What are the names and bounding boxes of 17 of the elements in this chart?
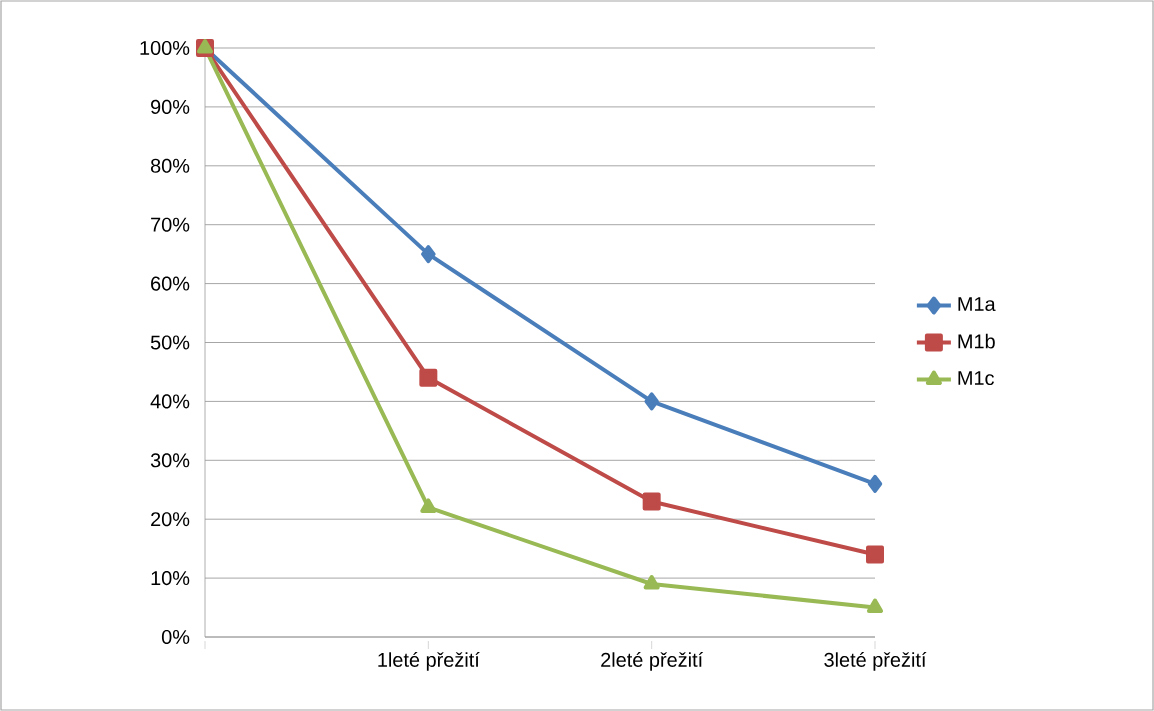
y-tick-label: 10% bbox=[151, 571, 190, 586]
x-tick-label: 1leté přežití bbox=[378, 652, 480, 671]
y-tick-label: 80% bbox=[150, 158, 190, 173]
y-tick-label: 90% bbox=[151, 99, 190, 114]
legend-label: M1a bbox=[958, 297, 996, 312]
legend-label: M1c bbox=[958, 371, 994, 386]
y-tick-label: 40% bbox=[150, 394, 190, 409]
legend-label: M1b bbox=[958, 333, 995, 349]
y-tick-label: 30% bbox=[150, 453, 190, 468]
y-tick-label: 50% bbox=[150, 335, 190, 350]
y-tick-label: 0% bbox=[161, 629, 190, 645]
x-tick-label: 3leté přežití bbox=[824, 652, 927, 671]
x-tick-label: 2leté přežití bbox=[601, 652, 704, 671]
y-tick-label: 100% bbox=[140, 40, 190, 56]
y-tick-label: 70% bbox=[151, 217, 190, 232]
y-tick-label: 20% bbox=[151, 512, 190, 527]
y-tick-label: 60% bbox=[151, 276, 190, 291]
